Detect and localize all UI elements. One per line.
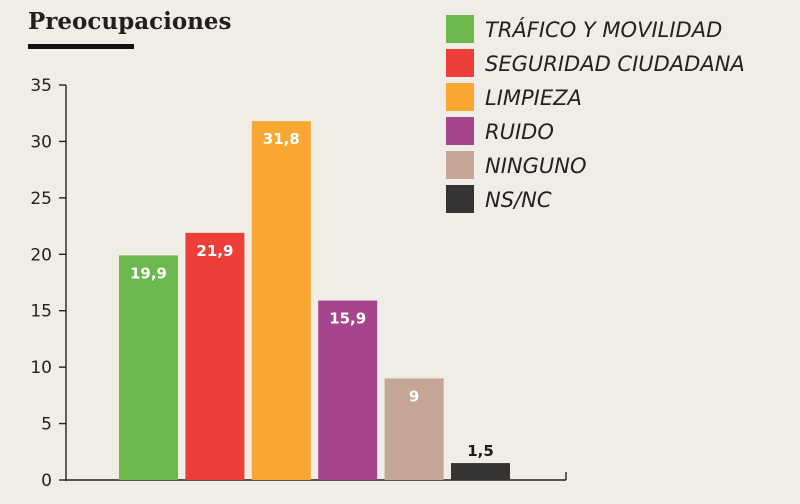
legend-label: RUIDO [485, 120, 554, 144]
y-tick-label: 0 [41, 471, 52, 491]
title-underline [28, 44, 134, 49]
bar [384, 378, 444, 480]
legend-label: NINGUNO [485, 154, 587, 178]
y-tick-label: 30 [30, 132, 52, 152]
legend-swatch [446, 83, 474, 111]
data-label: 19,9 [130, 264, 167, 282]
y-tick-label: 20 [30, 245, 52, 265]
data-label: 9 [409, 387, 419, 405]
y-tick-label: 10 [30, 358, 52, 378]
legend-label: SEGURIDAD CIUDADANA [485, 52, 745, 76]
bar [451, 463, 510, 480]
y-tick-label: 35 [30, 76, 52, 96]
legend-label: NS/NC [485, 188, 552, 212]
bar [251, 121, 311, 480]
legend-label: LIMPIEZA [485, 86, 582, 110]
legend-label: TRÁFICO Y MOVILIDAD [485, 17, 722, 42]
legend-swatch [446, 15, 474, 43]
data-label: 31,8 [263, 130, 300, 148]
legend-swatch [446, 49, 474, 77]
data-label: 1,5 [467, 442, 494, 460]
y-tick-label: 15 [30, 302, 52, 322]
legend-swatch [446, 117, 474, 145]
bar [185, 232, 245, 480]
legend-swatch [446, 151, 474, 179]
data-label: 21,9 [196, 242, 233, 260]
chart-title: Preocupaciones [28, 8, 232, 35]
legend: TRÁFICO Y MOVILIDAD SEGURIDAD CIUDADANA LI… [446, 15, 745, 213]
y-tick-label: 5 [41, 415, 52, 435]
bars: 19,9 21,9 31,8 15,9 9 1,5 [119, 121, 510, 480]
bar [119, 255, 178, 480]
legend-swatch [446, 185, 474, 213]
data-label: 15,9 [329, 310, 366, 328]
y-tick-label: 25 [30, 189, 52, 209]
bar [318, 300, 378, 480]
